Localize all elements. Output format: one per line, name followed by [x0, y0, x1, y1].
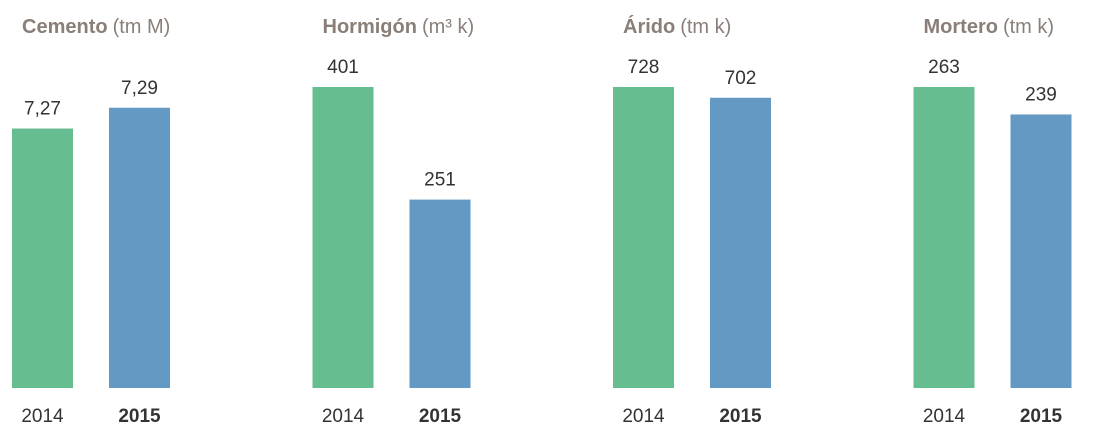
chart-title: Cemento (tm M)	[22, 16, 170, 38]
title-unit: (tm k)	[1003, 16, 1054, 38]
value-label: 702	[725, 68, 757, 89]
value-label: 7,29	[121, 78, 158, 99]
category-label: 2015	[1020, 406, 1063, 427]
category-label: 2014	[923, 406, 966, 427]
bar	[109, 107, 170, 389]
chart-title: Árido (tm k)	[623, 15, 731, 38]
category-label: 2014	[622, 406, 665, 427]
title-name: Hormigón	[323, 16, 417, 38]
bar	[409, 199, 471, 388]
bar	[710, 97, 771, 388]
title-name: Árido	[623, 15, 675, 38]
bar	[312, 87, 374, 388]
bar	[613, 87, 674, 388]
title-unit: (tm k)	[680, 16, 731, 38]
title-name: Cemento	[22, 16, 108, 38]
value-label: 239	[1025, 84, 1057, 105]
category-label: 2015	[719, 406, 762, 427]
title-unit: (m³ k)	[422, 16, 474, 38]
chart-title: Mortero (tm k)	[924, 16, 1055, 38]
category-label: 2014	[322, 406, 365, 427]
bar	[12, 128, 73, 388]
bar	[913, 87, 975, 388]
value-label: 263	[928, 57, 960, 78]
title-unit: (tm M)	[113, 16, 171, 38]
title-name: Mortero	[924, 16, 998, 38]
chart-title: Hormigón (m³ k)	[323, 16, 475, 38]
category-label: 2014	[21, 406, 64, 427]
category-label: 2015	[419, 406, 462, 427]
value-label: 251	[424, 170, 456, 191]
value-label: 728	[628, 57, 660, 78]
value-label: 401	[327, 57, 359, 78]
bar	[1010, 114, 1072, 388]
category-label: 2015	[118, 406, 161, 427]
value-label: 7,27	[24, 99, 61, 120]
